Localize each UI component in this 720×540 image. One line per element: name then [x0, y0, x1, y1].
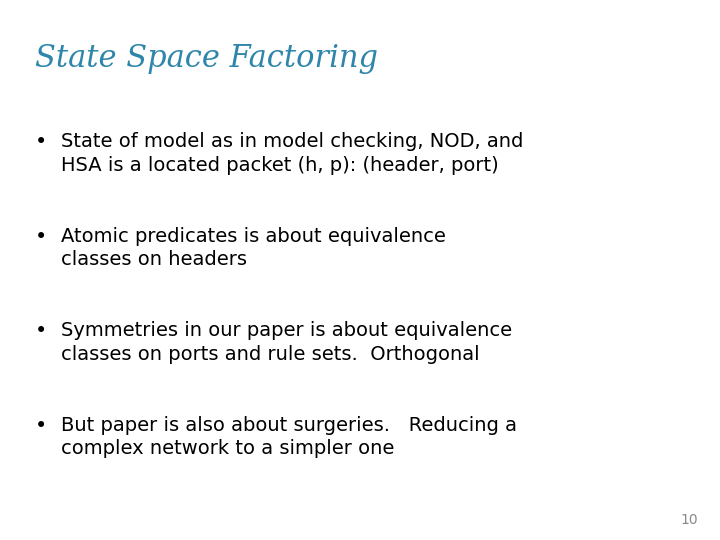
Text: •: • [35, 321, 47, 341]
Text: State of model as in model checking, NOD, and
HSA is a located packet (h, p): (h: State of model as in model checking, NOD… [61, 132, 523, 175]
Text: Atomic predicates is about equivalence
classes on headers: Atomic predicates is about equivalence c… [61, 227, 446, 269]
Text: •: • [35, 227, 47, 247]
Text: But paper is also about surgeries.   Reducing a
complex network to a simpler one: But paper is also about surgeries. Reduc… [61, 416, 517, 458]
Text: Symmetries in our paper is about equivalence
classes on ports and rule sets.  Or: Symmetries in our paper is about equival… [61, 321, 513, 364]
Text: •: • [35, 132, 47, 152]
Text: •: • [35, 416, 47, 436]
Text: State Space Factoring: State Space Factoring [35, 43, 377, 74]
Text: 10: 10 [681, 512, 698, 526]
